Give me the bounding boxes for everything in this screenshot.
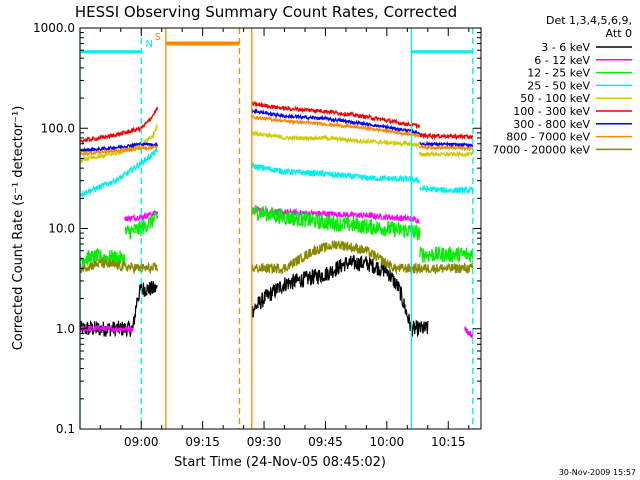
series-line — [419, 184, 474, 195]
generation-timestamp: 30-Nov-2009 15:57 — [559, 468, 636, 477]
series-line — [79, 147, 158, 198]
series-line — [419, 131, 474, 141]
series-line — [124, 210, 159, 223]
series-line — [251, 100, 421, 130]
legend-entry-label: 300 - 800 keV — [513, 118, 590, 131]
legend-entry-label: 7000 - 20000 keV — [492, 143, 590, 156]
series-line — [251, 255, 429, 337]
series-line — [419, 143, 474, 153]
series-line — [79, 144, 158, 158]
series-line — [251, 161, 420, 185]
x-tick-label: 10:15 — [431, 435, 466, 449]
legend-entry-label: 3 - 6 keV — [541, 41, 590, 54]
x-tick-label: 09:15 — [185, 435, 220, 449]
marker-s: S — [155, 32, 161, 43]
legend-entry-label: 50 - 100 keV — [520, 92, 590, 105]
legend-entry-label: 25 - 50 keV — [527, 79, 590, 92]
y-tick-label: 100.0 — [41, 121, 75, 135]
y-axis-label: Corrected Count Rate (s⁻¹ detector⁻¹) — [11, 106, 26, 351]
legend-entry-label: 800 - 7000 keV — [506, 131, 590, 144]
series-line — [251, 114, 420, 139]
series-line — [79, 141, 158, 154]
legend-header-line-2: Att 0 — [606, 27, 632, 40]
legend-entry-label: 100 - 300 keV — [513, 105, 590, 118]
series-line — [251, 108, 421, 136]
y-tick-label: 1000.0 — [33, 21, 75, 35]
x-tick-label: 09:45 — [308, 435, 343, 449]
series-line — [79, 281, 158, 337]
legend-entry-label: 12 - 25 keV — [527, 67, 590, 80]
series-line — [464, 325, 474, 339]
series-line — [124, 210, 159, 240]
series-line — [419, 150, 474, 159]
series-line — [419, 246, 474, 264]
series-line — [251, 239, 474, 275]
y-tick-label: 1.0 — [56, 322, 75, 336]
series-line — [251, 205, 421, 241]
x-tick-label: 09:00 — [124, 435, 159, 449]
x-axis-label: Start Time (24-Nov-05 08:45:02) — [174, 455, 386, 470]
series-line — [79, 106, 158, 145]
x-tick-label: 09:30 — [247, 435, 282, 449]
series-line — [251, 130, 421, 149]
axis-layer: 0.1 1.0 10.0 100.0 1000.0 09:00 09:15 09:30 09:4… — [33, 21, 481, 449]
data-layer — [79, 100, 474, 339]
legend-header-line-1: Det 1,3,4,5,6,9, — [546, 14, 632, 27]
chart-title: HESSI Observing Summary Count Rates, Cor… — [75, 3, 457, 21]
x-tick-label: 10:00 — [370, 435, 405, 449]
series-line — [251, 204, 420, 224]
marker-n: N — [146, 39, 153, 50]
legend-entry-label: 6 - 12 keV — [534, 54, 590, 67]
y-tick-label: 10.0 — [48, 222, 75, 236]
series-line — [79, 324, 134, 334]
y-tick-label: 0.1 — [56, 422, 75, 436]
series-line — [79, 257, 158, 275]
